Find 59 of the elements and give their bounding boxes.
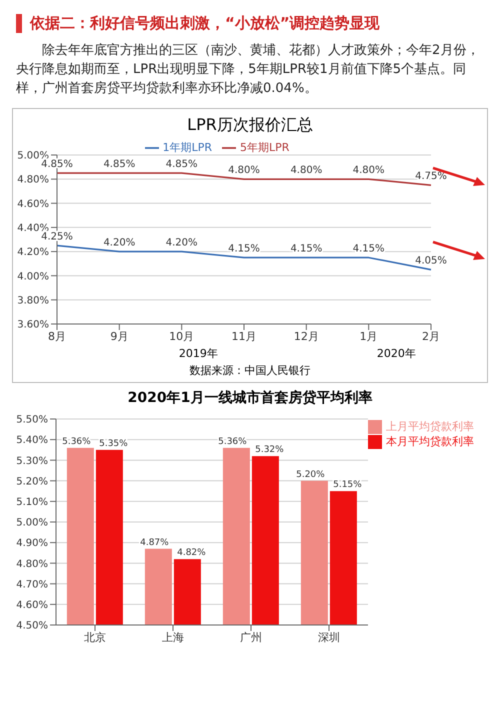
chart-title: 2020年1月一线城市首套房贷平均利率 <box>126 389 374 407</box>
x-tick-label: 9月 <box>110 330 128 343</box>
y-tick-label: 4.60% <box>16 600 48 611</box>
data-label: 4.82% <box>177 548 206 558</box>
data-label: 5.20% <box>296 470 326 480</box>
y-tick-label: 4.80% <box>16 558 48 570</box>
text: 除去年年底官方推出的三区（南沙、黄埔、花都）人才政策外；今年2月份，央行降息如期而至，LPR出现明显下降，5年期LPR较1月前值下降5个基点。同样，广州首套房贷平均贷款利率亦环比净减0.04%。 <box>16 42 480 98</box>
y-tick-label: 3.60% <box>17 320 49 331</box>
data-label: 5.36% <box>62 436 92 447</box>
y-tick-label: 5.20% <box>16 476 48 488</box>
y-tick-label: 4.00% <box>17 271 49 282</box>
y-tick-label: 5.10% <box>16 496 48 508</box>
x-tick-label: 8月 <box>48 330 66 343</box>
data-label: 5.15% <box>333 480 362 490</box>
y-tick-label: 5.00% <box>16 518 48 529</box>
chart-title: LPR历次报价汇总 <box>186 115 314 136</box>
data-label: 4.75% <box>415 171 447 182</box>
y-tick-label: 4.50% <box>16 620 48 632</box>
legend-label: 1年期LPR <box>162 141 212 154</box>
y-tick-label: 3.80% <box>17 295 49 306</box>
x-tick-label: 1月 <box>360 330 378 343</box>
text: 依据二：利好信号频出刺激，“小放松”调控趋势显现 <box>16 14 484 33</box>
y-tick-label: 4.90% <box>16 538 48 550</box>
data-label: 5.36% <box>218 436 248 447</box>
y-tick-label: 4.80% <box>17 174 49 186</box>
data-label: 4.15% <box>352 244 385 255</box>
y-tick-label: 5.30% <box>16 456 48 467</box>
legend-label: 上月平均贷款利率 <box>386 420 474 433</box>
x-tick-label: 上海 <box>162 630 184 644</box>
text: 2019年 <box>178 346 219 361</box>
y-tick-label: 5.50% <box>16 414 48 426</box>
x-tick-label: 2月 <box>422 330 440 343</box>
x-tick-label: 深圳 <box>318 630 340 644</box>
data-label: 4.80% <box>352 165 385 176</box>
data-label: 4.85% <box>103 159 136 170</box>
data-label: 4.15% <box>228 244 260 255</box>
data-label: 5.32% <box>255 445 284 456</box>
x-tick-label: 12月 <box>294 330 319 343</box>
x-tick-label: 11月 <box>232 330 256 343</box>
data-label: 4.20% <box>103 238 136 249</box>
data-label: 4.85% <box>166 159 198 170</box>
y-tick-label: 5.40% <box>16 435 48 446</box>
data-label: 5.35% <box>99 438 128 449</box>
data-label: 4.87% <box>140 538 170 548</box>
x-tick-label: 10月 <box>169 330 194 343</box>
y-tick-label: 4.60% <box>17 198 49 210</box>
data-label: 4.80% <box>290 165 322 176</box>
legend-label: 5年期LPR <box>240 141 290 154</box>
data-label: 4.20% <box>166 238 198 249</box>
text: 2020年 <box>376 346 417 361</box>
y-tick-label: 4.20% <box>17 247 49 258</box>
legend-label: 本月平均贷款利率 <box>386 435 474 448</box>
source-note: 数据来源：中国人民银行 <box>188 363 312 378</box>
x-tick-label: 广州 <box>240 630 262 644</box>
y-tick-label: 4.70% <box>16 579 48 590</box>
x-tick-label: 北京 <box>84 630 106 644</box>
data-label: 4.05% <box>415 256 447 267</box>
data-label: 4.15% <box>290 244 322 255</box>
data-label: 4.80% <box>228 165 260 176</box>
